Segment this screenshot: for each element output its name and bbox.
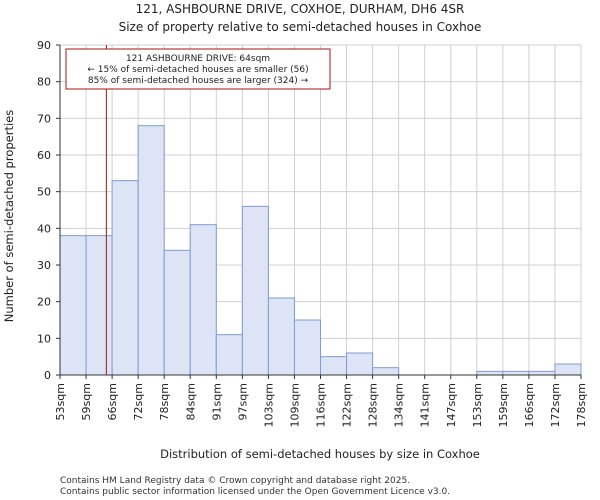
bars	[59, 125, 582, 376]
x-tick-label-116sqm: 116sqm	[315, 383, 328, 427]
bar-159sqm	[502, 370, 530, 376]
x-tick-labels: 53sqm 59sqm 66sqm 72sqm 78sqm 84sqm 91sqm 97sqm…	[54, 375, 588, 427]
bar-103sqm	[267, 297, 295, 376]
x-tick-label-66sqm: 66sqm	[106, 383, 119, 420]
bar-116sqm	[320, 356, 348, 376]
bar-53sqm	[59, 235, 87, 376]
y-axis-label: Number of semi-detached properties	[2, 110, 16, 322]
bar-84sqm	[189, 224, 217, 376]
annotation-border	[65, 48, 331, 90]
y-tick-label-20: 20	[37, 296, 51, 309]
annotation-line-1: 121 ASHBOURNE DRIVE: 64sqm	[126, 54, 270, 64]
y-tick-label-40: 40	[37, 222, 51, 235]
x-tick-label-141sqm: 141sqm	[419, 383, 432, 427]
bar-59sqm	[85, 235, 113, 376]
y-tick-label-10: 10	[37, 332, 51, 345]
y-tick-label-60: 60	[37, 149, 51, 162]
bar-166sqm	[528, 370, 556, 376]
x-tick-label-78sqm: 78sqm	[158, 383, 171, 420]
footer-line-2: Contains public sector information licen…	[60, 487, 450, 497]
x-tick-label-84sqm: 84sqm	[184, 383, 197, 420]
y-tick-label-50: 50	[37, 186, 51, 199]
x-tick-label-109sqm: 109sqm	[288, 383, 301, 427]
bar-153sqm	[476, 370, 504, 376]
x-tick-label-134sqm: 134sqm	[393, 383, 406, 427]
chart-subtitle: Size of property relative to semi-detach…	[119, 20, 482, 34]
x-tick-label-172sqm: 172sqm	[549, 383, 562, 427]
y-tick-labels: 0 10 20 30 40 50 60 70 80 90	[37, 39, 60, 382]
x-tick-label-103sqm: 103sqm	[262, 383, 275, 427]
x-tick-label-128sqm: 128sqm	[367, 383, 380, 427]
x-tick-label-166sqm: 166sqm	[523, 383, 536, 427]
annotation-line-2: ← 15% of semi-detached houses are smalle…	[87, 65, 308, 75]
bar-97sqm	[241, 205, 269, 376]
annotation-box: 121 ASHBOURNE DRIVE: 64sqm ← 15% of semi…	[65, 48, 331, 90]
x-tick-label-159sqm: 159sqm	[497, 383, 510, 427]
x-tick-label-153sqm: 153sqm	[471, 383, 484, 427]
x-tick-label-91sqm: 91sqm	[210, 383, 223, 420]
y-tick-label-0: 0	[44, 369, 51, 382]
x-tick-label-122sqm: 122sqm	[341, 383, 354, 427]
annotation-line-3: 85% of semi-detached houses are larger (…	[88, 76, 309, 86]
bar-72sqm	[137, 125, 165, 376]
footer-line-1: Contains HM Land Registry data © Crown c…	[60, 476, 410, 486]
y-tick-label-30: 30	[37, 259, 51, 272]
bar-66sqm	[111, 180, 139, 376]
bar-109sqm	[293, 319, 322, 376]
bar-128sqm	[372, 367, 400, 376]
chart-title: 121, ASHBOURNE DRIVE, COXHOE, DURHAM, DH…	[136, 2, 465, 16]
x-tick-label-147sqm: 147sqm	[445, 383, 458, 427]
bar-91sqm	[215, 334, 243, 376]
y-tick-label-80: 80	[37, 76, 51, 89]
x-tick-label-53sqm: 53sqm	[54, 383, 67, 420]
x-tick-label-72sqm: 72sqm	[132, 383, 145, 420]
x-tick-label-97sqm: 97sqm	[236, 383, 249, 420]
bar-78sqm	[163, 249, 191, 376]
y-tick-label-90: 90	[37, 39, 51, 52]
bar-122sqm	[346, 352, 374, 376]
y-tick-label-70: 70	[37, 112, 51, 125]
x-tick-label-178sqm: 178sqm	[575, 383, 588, 427]
x-tick-label-59sqm: 59sqm	[80, 383, 93, 420]
bar-172sqm	[554, 363, 582, 376]
x-axis-label: Distribution of semi-detached houses by …	[160, 447, 480, 461]
